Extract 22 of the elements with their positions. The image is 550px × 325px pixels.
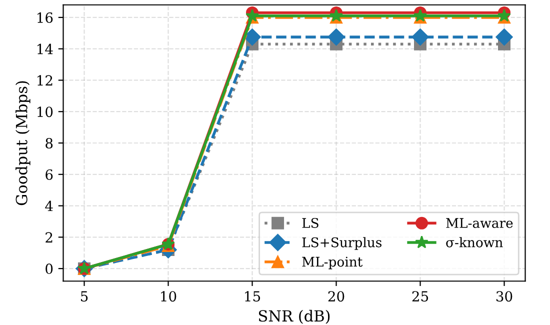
y-tick-label: 2 [46, 232, 52, 242]
x-tick-label: 15 [245, 291, 260, 302]
x-tick-label: 5 [81, 291, 88, 302]
y-tick-label: 16 [38, 12, 53, 23]
y-tick-label: 8 [46, 138, 53, 148]
y-axis-title: Goodput (Mbps) [16, 81, 30, 206]
x-tick-label: 10 [161, 291, 176, 302]
legend-label: σ-known [446, 237, 503, 248]
y-tick-label: 0 [46, 264, 53, 274]
y-tick-label: 14 [38, 44, 53, 54]
x-tick-label: 25 [412, 291, 428, 302]
x-tick-label: 30 [496, 291, 512, 302]
legend-label: LS+Surplus [302, 237, 382, 250]
legend-label: LS [302, 218, 318, 228]
legend-label: ML-point [302, 256, 363, 270]
legend-label: ML-aware [446, 218, 513, 228]
y-tick-label: 6 [46, 169, 53, 180]
x-axis-title: SNR (dB) [258, 310, 330, 324]
y-tick-label: 10 [38, 106, 53, 118]
y-tick-label: 4 [45, 200, 53, 212]
y-tick-label: 12 [38, 75, 52, 86]
x-tick-label: 20 [328, 291, 344, 302]
